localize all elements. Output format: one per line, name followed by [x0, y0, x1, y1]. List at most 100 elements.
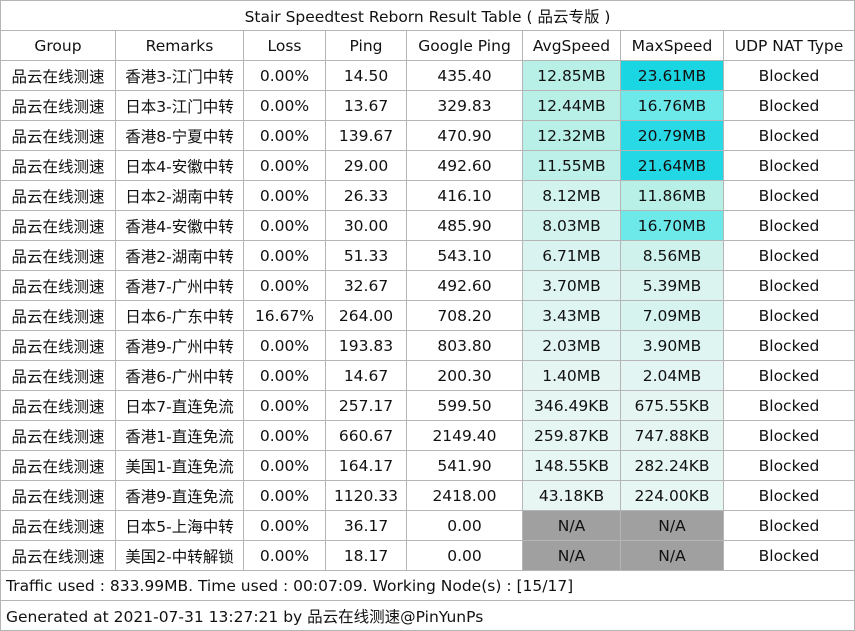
group-cell: 品云在线测速 [0, 180, 116, 211]
table-row: 品云在线测速 香港7-广州中转 0.00% 32.67 492.60 3.70MB 5.39… [0, 270, 855, 301]
table-row: 品云在线测速 香港9-直连免流 0.00% 1120.33 2418.00 43.18KB… [0, 480, 855, 511]
max-speed-cell: 282.24KB [620, 450, 724, 481]
udp-nat-type-cell: Blocked [723, 390, 855, 421]
group-cell: 品云在线测速 [0, 90, 116, 121]
table-row: 品云在线测速 日本5-上海中转 0.00% 36.17 0.00 N/A N/A Blocke… [0, 510, 855, 541]
loss-cell: 0.00% [243, 510, 326, 541]
udp-nat-type-cell: Blocked [723, 120, 855, 151]
loss-cell: 0.00% [243, 480, 326, 511]
loss-cell: 0.00% [243, 390, 326, 421]
avg-speed-cell: 8.12MB [522, 180, 621, 211]
generated-info: Generated at 2021-07-31 13:27:21 by 品云在线… [0, 600, 855, 631]
table-row: 品云在线测速 香港2-湖南中转 0.00% 51.33 543.10 6.71MB 8.56… [0, 240, 855, 271]
max-speed-cell: 16.76MB [620, 90, 724, 121]
google-ping-cell: 200.30 [406, 360, 523, 391]
max-speed-cell: 747.88KB [620, 420, 724, 451]
google-ping-cell: 541.90 [406, 450, 523, 481]
max-speed-cell: 16.70MB [620, 210, 724, 241]
ping-cell: 36.17 [325, 510, 407, 541]
max-speed-cell: 21.64MB [620, 150, 724, 181]
remarks-cell: 美国2-中转解锁 [115, 540, 244, 571]
remarks-cell: 香港3-江门中转 [115, 60, 244, 91]
max-speed-cell: 23.61MB [620, 60, 724, 91]
loss-cell: 0.00% [243, 120, 326, 151]
group-cell: 品云在线测速 [0, 540, 116, 571]
loss-cell: 0.00% [243, 450, 326, 481]
udp-nat-type-cell: Blocked [723, 450, 855, 481]
google-ping-cell: 435.40 [406, 60, 523, 91]
avg-speed-cell: 346.49KB [522, 390, 621, 421]
column-header-remarks: Remarks [115, 30, 244, 61]
remarks-cell: 香港7-广州中转 [115, 270, 244, 301]
remarks-cell: 日本6-广东中转 [115, 300, 244, 331]
avg-speed-cell: 3.43MB [522, 300, 621, 331]
group-cell: 品云在线测速 [0, 120, 116, 151]
avg-speed-cell: N/A [522, 540, 621, 571]
avg-speed-cell: 43.18KB [522, 480, 621, 511]
ping-cell: 18.17 [325, 540, 407, 571]
loss-cell: 0.00% [243, 330, 326, 361]
column-header-udp-nat-type: UDP NAT Type [723, 30, 855, 61]
ping-cell: 660.67 [325, 420, 407, 451]
ping-cell: 51.33 [325, 240, 407, 271]
footer-generated-row: Generated at 2021-07-31 13:27:21 by 品云在线… [0, 600, 855, 631]
column-header-ping: Ping [325, 30, 407, 61]
max-speed-cell: 675.55KB [620, 390, 724, 421]
avg-speed-cell: 3.70MB [522, 270, 621, 301]
table-row: 品云在线测速 美国2-中转解锁 0.00% 18.17 0.00 N/A N/A Blocke… [0, 540, 855, 571]
column-header-avg-speed: AvgSpeed [522, 30, 621, 61]
udp-nat-type-cell: Blocked [723, 420, 855, 451]
udp-nat-type-cell: Blocked [723, 300, 855, 331]
column-header-google-ping: Google Ping [406, 30, 523, 61]
google-ping-cell: 0.00 [406, 510, 523, 541]
table-row: 品云在线测速 香港4-安徽中转 0.00% 30.00 485.90 8.03MB 16.7… [0, 210, 855, 241]
group-cell: 品云在线测速 [0, 390, 116, 421]
table-row: 品云在线测速 日本6-广东中转 16.67% 264.00 708.20 3.43MB 7.… [0, 300, 855, 331]
udp-nat-type-cell: Blocked [723, 60, 855, 91]
group-cell: 品云在线测速 [0, 210, 116, 241]
ping-cell: 30.00 [325, 210, 407, 241]
column-header-loss: Loss [243, 30, 326, 61]
ping-cell: 29.00 [325, 150, 407, 181]
table-row: 品云在线测速 香港6-广州中转 0.00% 14.67 200.30 1.40MB 2.04… [0, 360, 855, 391]
remarks-cell: 日本4-安徽中转 [115, 150, 244, 181]
avg-speed-cell: N/A [522, 510, 621, 541]
table-row: 品云在线测速 日本7-直连免流 0.00% 257.17 599.50 346.49KB 6… [0, 390, 855, 421]
table-row: 品云在线测速 香港8-宁夏中转 0.00% 139.67 470.90 12.32MB 20… [0, 120, 855, 151]
table-row: 品云在线测速 日本2-湖南中转 0.00% 26.33 416.10 8.12MB 11.8… [0, 180, 855, 211]
ping-cell: 1120.33 [325, 480, 407, 511]
google-ping-cell: 485.90 [406, 210, 523, 241]
group-cell: 品云在线测速 [0, 480, 116, 511]
google-ping-cell: 803.80 [406, 330, 523, 361]
loss-cell: 0.00% [243, 150, 326, 181]
avg-speed-cell: 12.44MB [522, 90, 621, 121]
avg-speed-cell: 12.85MB [522, 60, 621, 91]
loss-cell: 0.00% [243, 90, 326, 121]
table-title: Stair Speedtest Reborn Result Table ( 品云… [0, 0, 855, 31]
table-row: 品云在线测速 美国1-直连免流 0.00% 164.17 541.90 148.55KB 2… [0, 450, 855, 481]
remarks-cell: 香港9-直连免流 [115, 480, 244, 511]
group-cell: 品云在线测速 [0, 270, 116, 301]
max-speed-cell: 11.86MB [620, 180, 724, 211]
ping-cell: 193.83 [325, 330, 407, 361]
group-cell: 品云在线测速 [0, 300, 116, 331]
avg-speed-cell: 8.03MB [522, 210, 621, 241]
column-header-group: Group [0, 30, 116, 61]
remarks-cell: 香港6-广州中转 [115, 360, 244, 391]
max-speed-cell: 7.09MB [620, 300, 724, 331]
google-ping-cell: 416.10 [406, 180, 523, 211]
max-speed-cell: 2.04MB [620, 360, 724, 391]
google-ping-cell: 708.20 [406, 300, 523, 331]
avg-speed-cell: 1.40MB [522, 360, 621, 391]
group-cell: 品云在线测速 [0, 510, 116, 541]
max-speed-cell: 224.00KB [620, 480, 724, 511]
loss-cell: 0.00% [243, 540, 326, 571]
google-ping-cell: 492.60 [406, 150, 523, 181]
table-row: 品云在线测速 日本4-安徽中转 0.00% 29.00 492.60 11.55MB 21.… [0, 150, 855, 181]
udp-nat-type-cell: Blocked [723, 360, 855, 391]
loss-cell: 0.00% [243, 180, 326, 211]
google-ping-cell: 2418.00 [406, 480, 523, 511]
udp-nat-type-cell: Blocked [723, 540, 855, 571]
